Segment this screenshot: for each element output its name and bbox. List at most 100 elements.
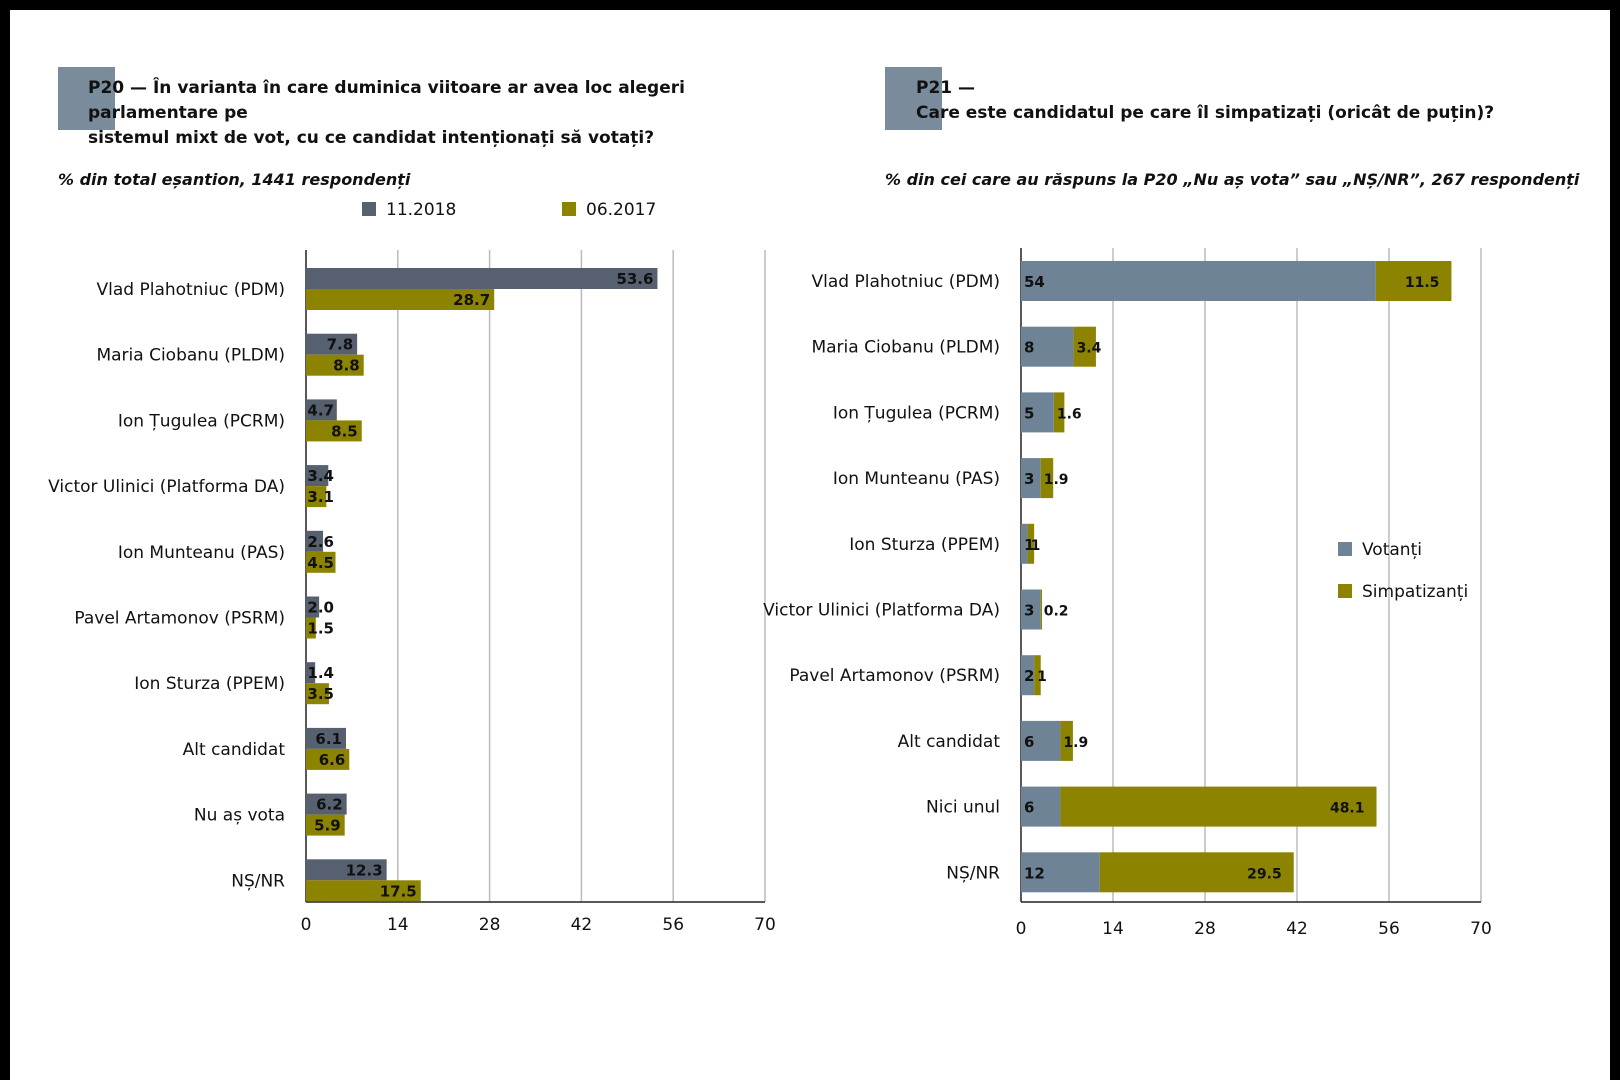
- right-data-label-simpatizanti: 1.9: [1044, 472, 1069, 488]
- right-x-tick-label: 70: [1470, 919, 1492, 939]
- right-bar-simpatizanti: [1073, 326, 1096, 367]
- right-legend-swatch: [1338, 584, 1352, 598]
- right-bar-simpatizanti: [1027, 523, 1035, 564]
- left-data-label: 6.6: [319, 751, 346, 769]
- right-category-label: Pavel Artamonov (PSRM): [789, 666, 1000, 686]
- left-category-label: Ion Munteanu (PAS): [118, 543, 285, 563]
- left-legend-label: 06.2017: [586, 200, 656, 220]
- right-bar-votanti: [1021, 852, 1100, 893]
- left-bar-2017: [306, 551, 336, 573]
- right-data-label-simpatizanti: 1.9: [1063, 735, 1088, 751]
- left-x-tick-label: 56: [662, 915, 684, 935]
- left-data-label: 6.1: [315, 730, 342, 748]
- right-data-label-simpatizanti: 3.4: [1077, 341, 1102, 357]
- left-subtitle: % din total eșantion, 1441 respondenți: [58, 170, 411, 189]
- left-question-title: P20 — În varianta în care duminica viito…: [88, 76, 808, 151]
- left-bar-2017: [306, 420, 362, 442]
- right-bar-votanti: [1021, 261, 1376, 301]
- right-data-label-votanti: 5: [1024, 404, 1034, 422]
- left-data-label: 3.5: [307, 685, 334, 703]
- left-data-label: 4.5: [307, 554, 334, 572]
- left-category-label: Alt candidat: [183, 740, 286, 760]
- right-data-label-simpatizanti: 1.6: [1057, 406, 1082, 422]
- right-bar-simpatizanti: [1034, 655, 1041, 696]
- left-bar-2018: [306, 596, 320, 618]
- right-bar-simpatizanti: [1375, 261, 1452, 301]
- right-data-label-votanti: 6: [1024, 799, 1034, 817]
- right-bar-simpatizanti: [1053, 392, 1065, 433]
- left-header-block: [58, 67, 115, 130]
- right-data-label-votanti: 3: [1024, 470, 1034, 488]
- left-x-tick-label: 70: [754, 915, 776, 935]
- right-category-label: Ion Munteanu (PAS): [833, 469, 1000, 489]
- right-bar-votanti: [1021, 655, 1035, 696]
- right-category-label: Nici unul: [926, 798, 1000, 818]
- left-bar-2017: [306, 354, 364, 376]
- right-data-label-simpatizanti: 29.5: [1247, 866, 1282, 882]
- left-data-label: 28.7: [453, 291, 490, 309]
- right-data-label-simpatizanti: 48.1: [1330, 801, 1365, 817]
- left-legend-swatch: [362, 202, 376, 216]
- left-bar-2017: [306, 289, 495, 310]
- left-bar-2018: [306, 727, 346, 749]
- right-question-code: P21 —: [916, 78, 976, 98]
- left-category-label: Pavel Artamonov (PSRM): [74, 609, 285, 629]
- left-question-line2: sistemul mixt de vot, cu ce candidat int…: [88, 128, 655, 148]
- left-data-label: 1.5: [307, 620, 334, 638]
- right-bar-simpatizanti: [1099, 852, 1294, 893]
- right-category-label: Maria Ciobanu (PLDM): [811, 338, 1000, 358]
- left-legend-label: 11.2018: [386, 200, 456, 220]
- right-category-label: Vlad Plahotniuc (PDM): [812, 272, 1001, 292]
- left-category-label: NȘ/NR: [231, 871, 285, 891]
- right-bar-simpatizanti: [1040, 589, 1043, 630]
- right-question-line2: Care este candidatul pe care îl simpatiz…: [916, 103, 1495, 123]
- right-data-label-simpatizanti: 1: [1031, 538, 1041, 554]
- right-bar-simpatizanti: [1040, 458, 1054, 499]
- right-category-label: Ion Sturza (PPEM): [849, 535, 1000, 555]
- left-data-label: 1.4: [307, 664, 334, 682]
- left-x-tick-label: 42: [571, 915, 593, 935]
- left-data-label: 53.6: [616, 270, 653, 288]
- right-legend-label: Simpatizanți: [1362, 582, 1468, 602]
- right-x-tick-label: 42: [1286, 919, 1308, 939]
- left-bar-2018: [306, 465, 329, 487]
- left-data-label: 4.7: [307, 401, 334, 419]
- page: P20 — În varianta în care duminica viito…: [10, 10, 1610, 1080]
- left-data-label: 3.1: [307, 488, 334, 506]
- right-data-label-votanti: 6: [1024, 733, 1034, 751]
- left-bar-2018: [306, 793, 347, 815]
- right-bar-votanti: [1021, 458, 1041, 499]
- right-question-title: P21 — Care este candidatul pe care îl si…: [916, 76, 1596, 126]
- left-bar-2018: [306, 530, 324, 552]
- left-x-tick-label: 14: [387, 915, 409, 935]
- right-data-label-votanti: 3: [1024, 602, 1034, 620]
- left-data-label: 6.2: [316, 796, 343, 814]
- right-data-label-votanti: 2: [1024, 667, 1034, 685]
- left-bar-2018: [306, 333, 358, 355]
- left-bar-2018: [306, 399, 337, 421]
- right-data-label-simpatizanti: 11.5: [1405, 275, 1440, 291]
- right-bar-simpatizanti: [1060, 720, 1073, 761]
- right-x-tick-label: 0: [1016, 919, 1027, 939]
- right-category-label: Ion Țugulea (PCRM): [833, 403, 1000, 423]
- left-data-label: 12.3: [346, 861, 383, 879]
- left-category-label: Maria Ciobanu (PLDM): [96, 346, 285, 366]
- left-bar-2017: [306, 617, 316, 639]
- right-data-label-votanti: 54: [1024, 273, 1045, 291]
- left-data-label: 2.6: [307, 533, 334, 551]
- right-data-label-simpatizanti: 0.2: [1044, 604, 1069, 620]
- left-data-label: 8.8: [333, 357, 360, 375]
- left-x-tick-label: 28: [479, 915, 501, 935]
- left-data-label: 17.5: [380, 882, 417, 900]
- left-chart: 0 14 28 42 56 70 Vlad Plahotniuc (PDM) 53.6 28.7…: [48, 200, 776, 935]
- left-category-label: Nu aș vota: [194, 806, 285, 826]
- right-header-block: [885, 67, 942, 130]
- left-bar-2018: [306, 268, 658, 289]
- right-x-tick-label: 56: [1378, 919, 1400, 939]
- left-data-label: 3.4: [307, 467, 334, 485]
- right-subtitle: % din cei care au răspuns la P20 „Nu aș …: [885, 170, 1580, 189]
- right-bar-votanti: [1021, 786, 1061, 827]
- left-legend-swatch: [562, 202, 576, 216]
- right-data-label-votanti: 8: [1024, 339, 1034, 357]
- right-data-label-simpatizanti: 1: [1037, 669, 1047, 685]
